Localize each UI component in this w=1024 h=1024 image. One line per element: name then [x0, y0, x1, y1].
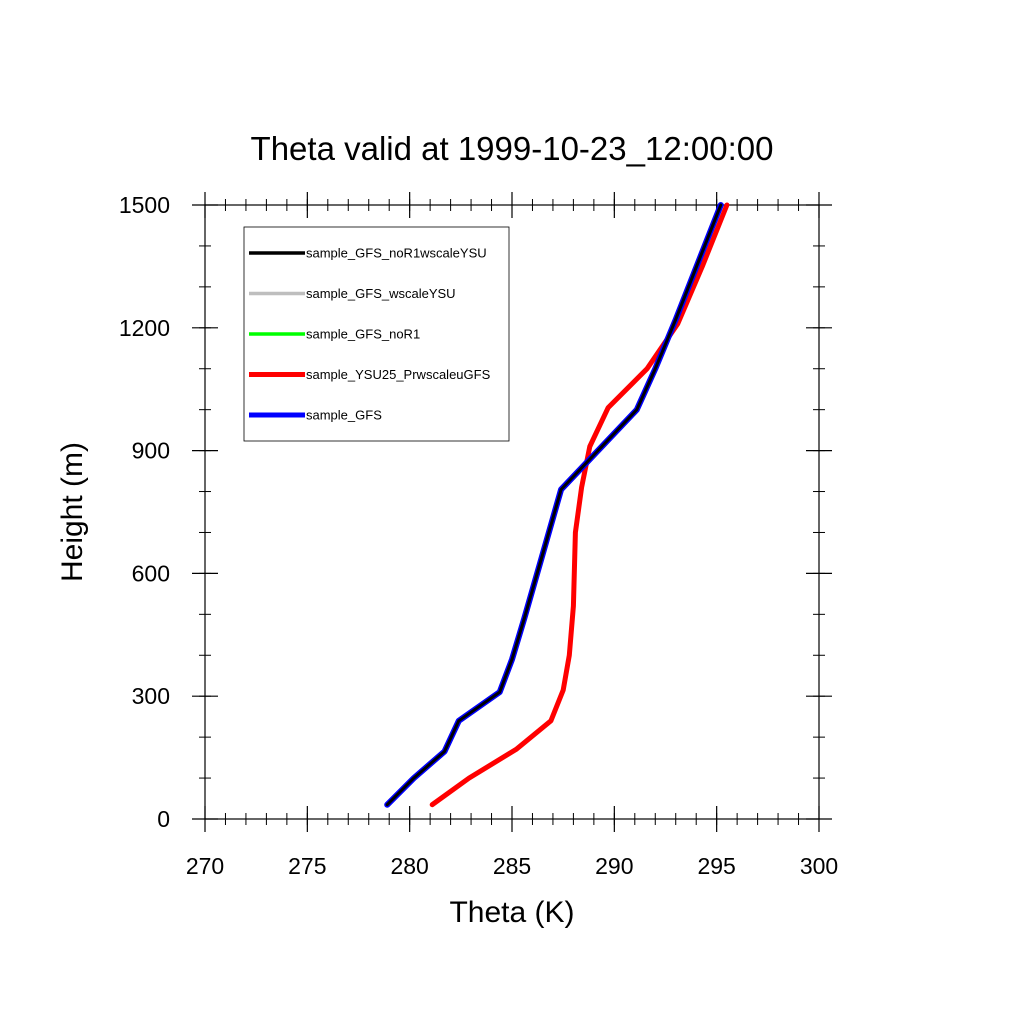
x-tick-label: 280: [390, 853, 428, 879]
tick-labels: 270 275 280 285 290 295 300 0 300 600 900 1200 1500: [119, 192, 838, 879]
y-tick-label: 600: [132, 560, 170, 586]
legend-label: sample_GFS_noR1wscaleYSU: [306, 246, 487, 261]
legend-label: sample_GFS_noR1: [306, 327, 420, 342]
series-line-sample_GFS_noR1wscaleYSU: [385, 203, 723, 807]
x-tick-label: 300: [800, 853, 838, 879]
legend-label: sample_YSU25_PrwscaleuGFS: [306, 367, 491, 382]
chart-title: Theta valid at 1999-10-23_12:00:00: [251, 130, 774, 167]
x-tick-label: 270: [186, 853, 224, 879]
y-tick-label: 900: [132, 438, 170, 464]
x-tick-label: 295: [697, 853, 735, 879]
axis-ticks: [192, 192, 832, 832]
data-series: [384, 202, 730, 808]
y-tick-label: 300: [132, 683, 170, 709]
legend-label: sample_GFS: [306, 408, 382, 423]
legend: sample_GFS_noR1wscaleYSU sample_GFS_wscal…: [243, 226, 510, 442]
x-tick-label: 290: [595, 853, 633, 879]
x-axis-label: Theta (K): [449, 896, 574, 929]
x-tick-label: 285: [493, 853, 531, 879]
y-tick-label: 0: [157, 806, 170, 832]
legend-label: sample_GFS_wscaleYSU: [306, 286, 456, 301]
y-axis-label: Height (m): [56, 442, 89, 582]
y-tick-label: 1200: [119, 315, 170, 341]
y-tick-label: 1500: [119, 192, 170, 218]
x-tick-label: 275: [288, 853, 326, 879]
